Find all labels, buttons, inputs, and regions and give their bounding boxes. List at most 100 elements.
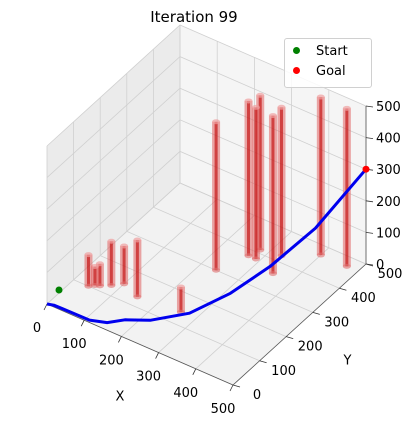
obstacle-core: [279, 107, 283, 256]
obstacle-core: [258, 95, 262, 251]
obstacle-core: [179, 286, 183, 313]
floor-pane: [47, 183, 366, 385]
obstacle-cylinder: [251, 104, 260, 262]
legend-item-start: Start: [293, 43, 348, 61]
x-tick-label: 200: [99, 353, 124, 368]
obstacle-top: [120, 243, 129, 249]
obstacle-core: [345, 108, 349, 267]
chart-title: Iteration 99: [150, 8, 238, 26]
obstacle-core: [135, 239, 139, 297]
obstacle-base: [133, 294, 142, 300]
y-tick-label: 100: [271, 364, 296, 379]
z-tick: [365, 137, 374, 139]
obstacle-top: [212, 119, 221, 125]
x-axis-label: X: [116, 390, 125, 405]
obstacle-cylinder: [90, 264, 99, 288]
z-tick: [365, 263, 374, 266]
obstacle-cylinder: [342, 105, 351, 269]
obstacle-top: [251, 104, 260, 110]
legend-start-label: Start: [316, 44, 348, 59]
grid-line-y: [73, 121, 260, 362]
obstacle-cylinder: [212, 119, 221, 273]
x-tick-label: 0: [33, 321, 41, 336]
obstacle-base: [84, 283, 93, 289]
obstacle-cylinder: [176, 284, 185, 315]
x-tick-label: 400: [173, 386, 198, 401]
legend: Start Goal: [284, 38, 372, 88]
y-tick-label: 300: [324, 315, 349, 330]
axis-edges: [46, 106, 367, 386]
obstacle-top: [84, 252, 93, 258]
x-tick: [155, 352, 159, 359]
z-tick: [365, 200, 374, 203]
y-tick-label: 500: [378, 267, 403, 282]
obstacle-top: [133, 237, 142, 243]
x-tick-label: 100: [62, 337, 87, 352]
obstacle-top: [244, 98, 253, 104]
legend-start-marker: [293, 47, 300, 54]
tick-labels: 0100200300400500010020030040050001002003…: [33, 100, 403, 417]
legend-item-goal: Goal: [293, 63, 346, 81]
obstacle-top: [176, 284, 185, 290]
obstacle-top: [277, 104, 286, 110]
y-axis-line: [232, 263, 367, 386]
planned-path: [46, 168, 368, 325]
obstacle-core: [254, 107, 258, 260]
z-tick-label: 400: [376, 132, 401, 147]
grid-line-y: [126, 73, 313, 313]
obstacle-top: [256, 92, 265, 98]
obstacle-top: [316, 94, 325, 100]
grid-line-y: [99, 97, 287, 337]
x-tick-label: 300: [136, 370, 161, 385]
obstacle-cylinder: [244, 98, 253, 259]
z-tick-label: 300: [376, 163, 401, 178]
obstacle-core: [271, 115, 275, 274]
obstacle-core: [109, 241, 113, 286]
y-tick: [312, 312, 320, 315]
obstacle-base: [251, 256, 260, 262]
obstacle-core: [319, 97, 323, 256]
obstacle-cylinder: [133, 237, 142, 300]
x-axis-line: [46, 303, 234, 386]
x-tick: [118, 336, 122, 343]
obstacles: [84, 92, 351, 315]
z-tick: [365, 105, 374, 108]
z-tick: [365, 232, 374, 234]
obstacle-cylinder: [277, 104, 286, 259]
y-tick: [259, 360, 267, 364]
y-tick-label: 400: [351, 291, 376, 306]
x-tick-label: 500: [211, 402, 236, 417]
y-axis-label: Y: [343, 354, 352, 369]
obstacle-core: [247, 100, 251, 256]
z-tick-label: 200: [376, 195, 401, 210]
obstacle-core: [93, 266, 97, 286]
x-tick: [229, 384, 234, 392]
z-tick-label: 100: [376, 226, 401, 241]
y-tick: [286, 336, 294, 339]
y-tick-label: 200: [298, 340, 323, 355]
obstacle-cylinder: [84, 252, 93, 289]
x-tick: [43, 303, 48, 311]
goal-marker: [362, 165, 370, 173]
obstacle-top: [342, 105, 351, 111]
y-tick-label: 0: [253, 388, 261, 403]
obstacle-base: [268, 271, 277, 277]
obstacle-base: [316, 252, 325, 258]
obstacle-top: [107, 238, 116, 244]
z-tick-label: 500: [376, 100, 401, 115]
obstacle-core: [98, 263, 102, 286]
left-pane: [47, 25, 180, 304]
obstacle-top: [268, 113, 277, 119]
legend-goal-label: Goal: [316, 64, 346, 79]
z-tick-label: 0: [376, 258, 384, 273]
obstacle-core: [214, 121, 218, 271]
obstacle-cylinder: [268, 113, 277, 277]
obstacle-cylinder: [316, 94, 325, 258]
y-tick: [232, 384, 241, 388]
x-tick: [80, 320, 85, 327]
obstacle-core: [86, 254, 90, 287]
obstacle-base: [244, 253, 253, 259]
x-tick: [192, 368, 197, 375]
obstacle-base: [120, 281, 129, 287]
